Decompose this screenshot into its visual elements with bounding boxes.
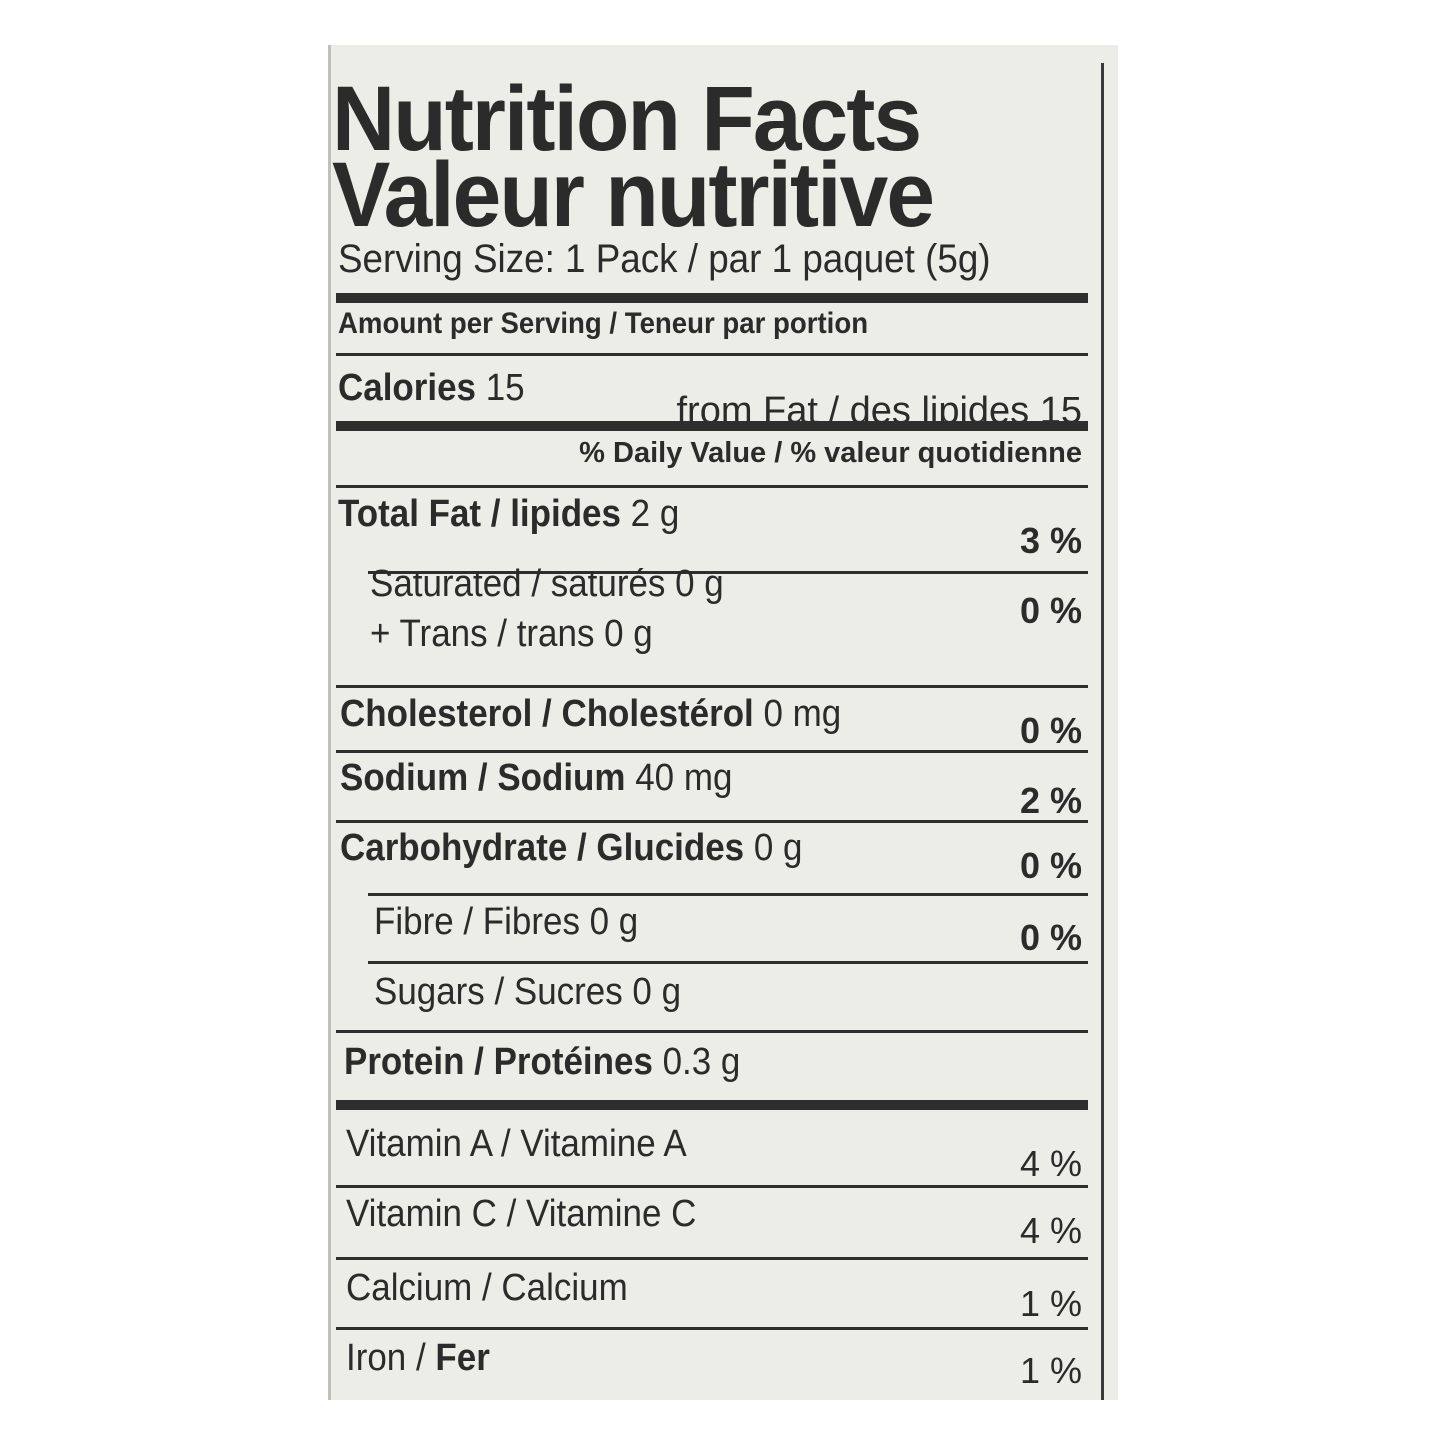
divider [336,293,1088,303]
vitamin-dv: 4 % [1019,1210,1082,1251]
divider [336,353,1088,356]
nutrient-row-cholesterol: Cholesterol / Cholestérol 0 mg [340,693,841,736]
divider [336,1327,1088,1330]
divider [368,571,1088,574]
nutrient-amount: 0.3 g [662,1041,741,1083]
vitamin-name-fr: Vitamine A [520,1123,687,1165]
nutrient-row-trans: + Trans / trans 0 g [370,613,653,655]
divider [336,485,1088,488]
divider [368,961,1088,964]
nutrient-row-carbohydrate: Carbohydrate / Glucides 0 g [340,827,802,870]
vitamin-row-calcium: Calcium / Calcium [346,1267,628,1310]
vitamin-dv: 4 % [1019,1143,1082,1184]
divider [336,820,1088,823]
divider [336,421,1088,431]
nutrient-row-saturated: Saturated / saturés 0 g [370,563,724,605]
nutrient-dv: 3 % [1019,520,1082,561]
nutrient-name: Cholesterol / Cholestérol [340,693,754,735]
nutrient-dv: 2 % [1019,780,1082,821]
nutrient-dv: 0 % [1019,590,1082,631]
vitamin-name-fr: Vitamine C [526,1193,697,1235]
nutrient-name: Total Fat / lipides [338,493,621,535]
nutrient-amount: 0 mg [763,693,842,735]
nutrient-row-sugars: Sugars / Sucres 0 g [374,971,682,1013]
nutrition-facts-label: Nutrition Facts Valeur nutritive Serving… [328,45,1118,1400]
divider [336,1257,1088,1260]
label-edge-left [328,45,331,1400]
calories-value: 15 [485,367,525,409]
vitamin-name-en: Calcium / [346,1267,492,1309]
label-border-right [1101,63,1104,1400]
vitamin-row-c: Vitamin C / Vitamine C [346,1193,696,1236]
vitamin-name-en: Vitamin A / [346,1123,511,1165]
divider [336,1030,1088,1033]
nutrient-amount: 2 g [630,493,680,535]
vitamin-row-a: Vitamin A / Vitamine A [346,1123,687,1166]
nutrient-dv: 0 % [1019,845,1082,886]
vitamin-dv: 1 % [1019,1350,1082,1391]
calories-label: Calories [338,367,476,409]
vitamin-row-iron: Iron / Fer [346,1337,490,1380]
vitamin-dv: 1 % [1019,1283,1082,1324]
divider [336,1185,1088,1188]
nutrient-row-protein: Protein / Protéines 0.3 g [344,1041,740,1084]
nutrient-name: Sodium / Sodium [340,757,626,799]
nutrient-amount: 0 g [753,827,803,869]
nutrient-name: Protein / Protéines [344,1041,653,1083]
nutrient-dv: 0 % [1019,710,1082,751]
vitamin-name-en: Iron / [346,1337,426,1379]
vitamin-name-fr: Calcium [501,1267,628,1309]
nutrient-row-fibre: Fibre / Fibres 0 g [374,901,639,943]
title-en: Nutrition Facts [332,68,922,170]
vitamin-name-fr: Fer [435,1337,490,1379]
calories-row: Calories 15 [338,367,525,410]
daily-value-header: % Daily Value / % valeur quotidienne [579,437,1082,469]
amount-per-serving: Amount per Serving / Teneur par portion [338,307,869,340]
serving-size: Serving Size: 1 Pack / par 1 paquet (5g) [338,237,991,281]
title-fr: Valeur nutritive [332,144,935,246]
nutrient-name: Carbohydrate / Glucides [340,827,745,869]
vitamin-name-en: Vitamin C / [346,1193,517,1235]
nutrient-row-sodium: Sodium / Sodium 40 mg [340,757,732,800]
divider [368,893,1088,896]
nutrient-dv: 0 % [1019,917,1082,958]
divider [336,750,1088,753]
divider [336,685,1088,688]
nutrient-amount: 40 mg [635,757,733,799]
divider [336,1100,1088,1110]
nutrient-row-total-fat: Total Fat / lipides 2 g [338,493,679,536]
